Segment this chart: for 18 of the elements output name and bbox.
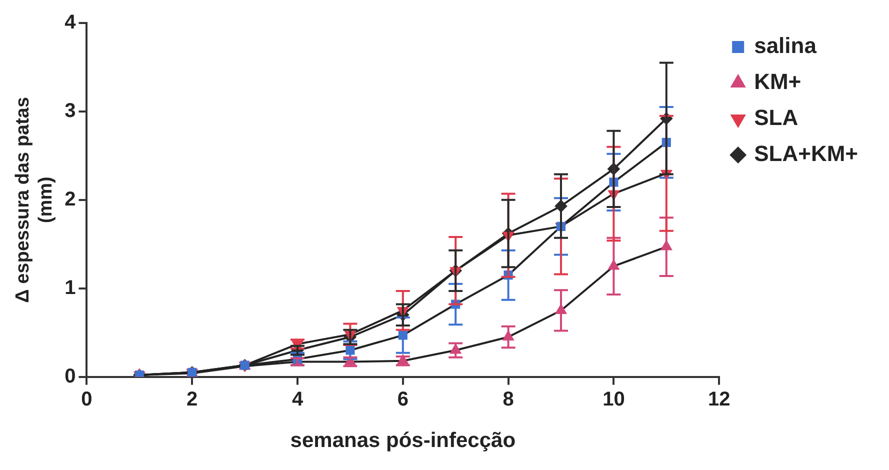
x-tick-label: 6 [397,388,408,410]
x-tick-label: 10 [602,388,625,410]
x-tick-label: 4 [292,388,304,410]
legend-label: SLA+KM+ [754,141,858,166]
legend-label: SLA [754,105,798,130]
x-axis-title: semanas pós-infecção [290,429,516,452]
y-tick-label: 0 [64,365,76,388]
y-tick-label: 2 [64,188,76,210]
legend-label: salina [754,33,818,58]
x-tick-label: 0 [81,388,92,410]
y-tick-label: 4 [64,12,77,34]
y-tick-label: 3 [64,100,76,122]
x-tick-label: 2 [186,388,198,410]
x-tick-label: 8 [502,388,514,410]
x-tick-label: 12 [708,388,730,410]
y-axis-title: Δ espessura das patas (mm) [12,96,56,303]
legend-label: KM+ [754,69,802,94]
y-tick-label: 1 [64,276,76,299]
